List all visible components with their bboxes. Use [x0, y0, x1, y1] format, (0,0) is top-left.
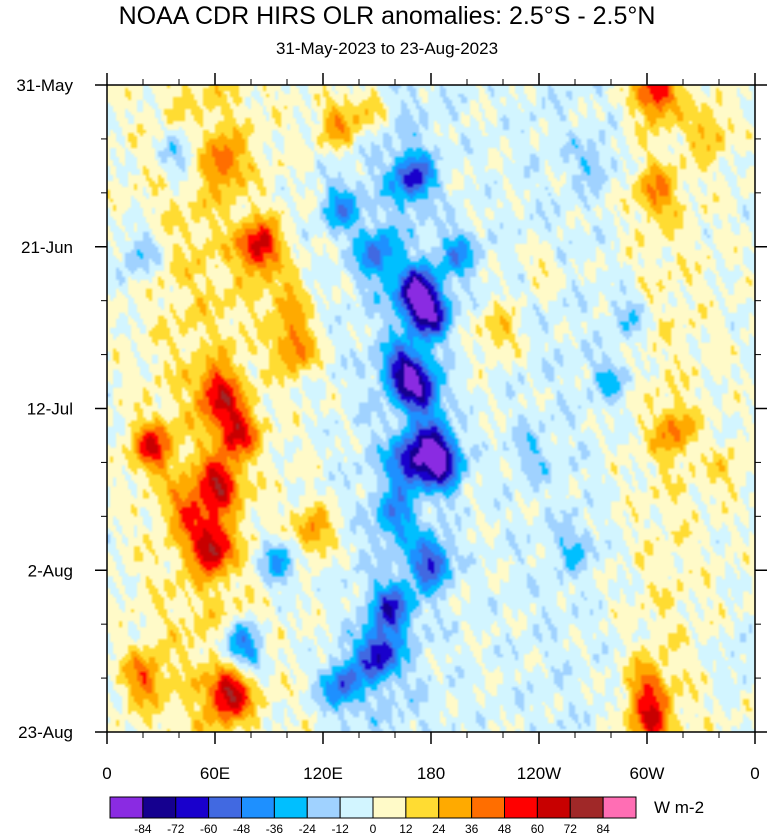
- colorbar: -84 -72 -60 -48 -36 -24 -12 0 12 24 36 48 60 72 84: [109, 796, 637, 834]
- colorbar-level-label: 48: [498, 822, 512, 834]
- y-tick-label: 2-Aug: [28, 561, 73, 580]
- colorbar-swatch: [339, 796, 374, 819]
- colorbar-swatch: [175, 796, 210, 819]
- y-tick-label: 21-Jun: [21, 238, 73, 257]
- colorbar-swatch: [536, 796, 571, 819]
- colorbar-swatch: [602, 796, 637, 819]
- colorbar-swatch: [372, 796, 407, 819]
- colorbar-swatch: [142, 796, 177, 819]
- x-tick-label: 0: [750, 764, 759, 783]
- y-tick-label: 23-Aug: [18, 723, 73, 742]
- axis-ticks: 0 60E 120E 180 120W 60W 0 31-May 21-Jun 12-Jul 2-A…: [16, 73, 767, 783]
- colorbar-swatch: [405, 796, 440, 819]
- colorbar-swatch: [569, 796, 604, 819]
- chart-title: NOAA CDR HIRS OLR anomalies: 2.5°S - 2.5…: [118, 2, 656, 30]
- x-tick-label: 120W: [517, 764, 561, 783]
- colorbar-level-label: -60: [200, 822, 218, 834]
- colorbar-swatch: [109, 796, 144, 819]
- colorbar-level-label: 60: [531, 822, 545, 834]
- colorbar-swatch: [241, 796, 275, 819]
- colorbar-level-label: -12: [331, 822, 349, 834]
- colorbar-level-label: 72: [564, 822, 578, 834]
- colorbar-swatch: [273, 796, 308, 819]
- colorbar-level-label: -48: [233, 822, 251, 834]
- colorbar-level-label: 84: [596, 822, 610, 834]
- y-tick-label: 31-May: [16, 76, 73, 95]
- colorbar-swatch: [306, 796, 341, 819]
- colorbar-level-label: -72: [167, 822, 185, 834]
- colorbar-level-label: 24: [432, 822, 446, 834]
- colorbar-swatch: [438, 796, 473, 819]
- x-tick-label: 60E: [200, 764, 230, 783]
- colorbar-units: W m-2: [654, 798, 704, 817]
- colorbar-level-label: 0: [370, 822, 377, 834]
- plot-area: [106, 84, 756, 733]
- x-tick-label: 180: [417, 764, 445, 783]
- x-tick-label: 0: [102, 764, 111, 783]
- colorbar-swatch: [471, 796, 505, 819]
- colorbar-level-label: -84: [134, 822, 152, 834]
- y-tick-label: 12-Jul: [27, 400, 73, 419]
- colorbar-level-label: 12: [399, 822, 413, 834]
- chart-subtitle: 31-May-2023 to 23-Aug-2023: [275, 39, 499, 58]
- x-tick-label: 120E: [303, 764, 343, 783]
- colorbar-level-label: 36: [465, 822, 479, 834]
- colorbar-swatch: [504, 796, 538, 819]
- x-tick-label: 60W: [630, 764, 665, 783]
- colorbar-level-label: -24: [299, 822, 317, 834]
- colorbar-level-label: -36: [266, 822, 284, 834]
- olr-anomaly-field: [107, 85, 755, 732]
- colorbar-swatch: [208, 796, 242, 819]
